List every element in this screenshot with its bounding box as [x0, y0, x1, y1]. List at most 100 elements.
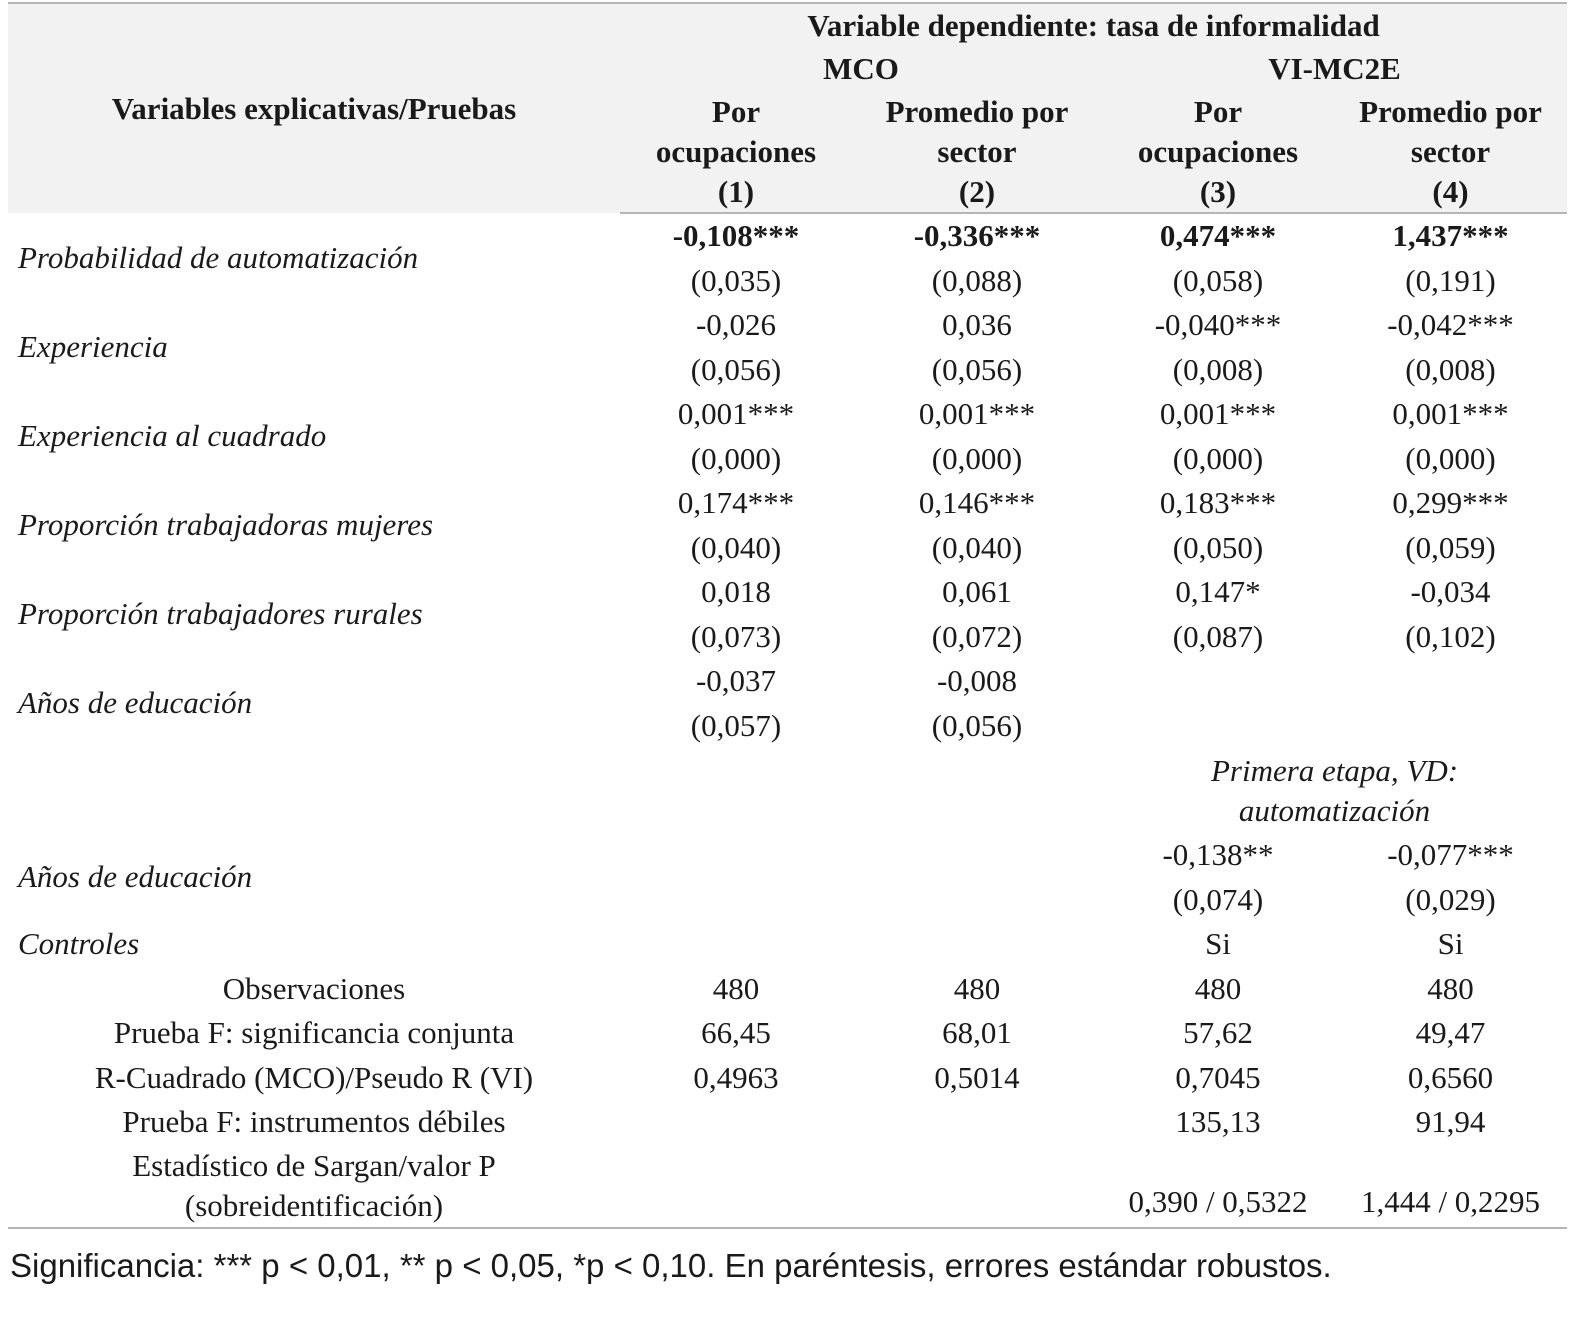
stat-label: Prueba F: instrumentos débiles [122, 1104, 506, 1139]
std-error-cell: (0,000) [690, 440, 782, 476]
col-header-3-num: (3) [1102, 172, 1334, 214]
table-body: Probabilidad de automatización -0,108*** -… [8, 213, 1568, 1229]
stat-value: 0,5014 [934, 1059, 1020, 1095]
std-error-cell: (0,073) [690, 618, 782, 654]
coefficient-cell: 0,299*** [1392, 485, 1509, 520]
table-row-se: (0,040) (0,040) (0,050) (0,059) [8, 526, 1567, 571]
std-error-cell: (0,008) [1172, 351, 1264, 387]
coefficient-cell [1334, 659, 1567, 704]
col-header-4-line1: Promedio por [1334, 91, 1568, 132]
std-error-cell: (0,087) [1172, 618, 1264, 654]
table-header: Variables explicativas/Pruebas Variable … [8, 2, 1568, 214]
std-error-cell: (0,056) [931, 707, 1023, 743]
coefficient-cell [852, 833, 1102, 878]
controls-cell [852, 922, 1102, 967]
stat-row: Observaciones 480 480 480 480 [8, 967, 1567, 1012]
stat-value: 66,45 [701, 1015, 771, 1050]
table-row: Experiencia al cuadrado 0,001*** 0,001*** 0… [8, 392, 1567, 453]
coefficient-cell: -0,008 [936, 663, 1018, 698]
empty-cell [852, 748, 1102, 833]
stat-label: R-Cuadrado (MCO)/Pseudo R (VI) [94, 1059, 534, 1095]
footnote: Significancia: *** p < 0,01, ** p < 0,05… [10, 1247, 1332, 1284]
col-header-3-line2: ocupaciones [1102, 132, 1334, 172]
stat-value: 480 [953, 970, 1001, 1006]
first-stage-title: Primera etapa, VD: automatización [1102, 748, 1567, 833]
std-error-cell: (0,029) [1405, 881, 1496, 917]
controls-cell [620, 922, 852, 967]
stat-value [620, 1100, 852, 1145]
coefficient-cell: 0,018 [701, 574, 771, 609]
std-error-cell: (0,040) [931, 529, 1023, 565]
std-error-cell: (0,000) [931, 440, 1023, 476]
coefficient-cell: -0,042*** [1387, 307, 1514, 342]
stat-value: 480 [712, 970, 760, 1006]
std-error-cell: (0,056) [931, 351, 1023, 387]
coefficient-cell: 0,174*** [677, 485, 795, 520]
first-stage-title-line1: Primera etapa, VD: [1210, 752, 1459, 788]
coefficient-cell: 0,001*** [918, 396, 1036, 431]
table-row: Experiencia -0,026 0,036 -0,040*** -0,042*** [8, 303, 1567, 364]
variable-label: Experiencia al cuadrado [18, 418, 327, 454]
coefficient-cell: -0,077*** [1387, 837, 1514, 872]
sargan-label-line: (sobreidentificación) [184, 1187, 444, 1223]
std-error-cell: (0,057) [690, 707, 782, 743]
stat-value: 68,01 [942, 1015, 1012, 1050]
col-header-1-num: (1) [620, 172, 852, 214]
stat-row: R-Cuadrado (MCO)/Pseudo R (VI) 0,4963 0,50… [8, 1056, 1567, 1101]
stat-label: Observaciones [222, 970, 406, 1006]
table-row-se: (0,035) (0,088) (0,058) (0,191) [8, 259, 1567, 304]
stat-value: 57,62 [1183, 1015, 1253, 1050]
variable-label: Probabilidad de automatización [18, 239, 419, 275]
stat-value: 91,94 [1415, 1104, 1486, 1139]
controls-label: Controles [18, 926, 140, 961]
coefficient-cell: 0,147* [1175, 574, 1261, 609]
std-error-cell: (0,059) [1405, 529, 1496, 565]
std-error-cell: (0,050) [1172, 529, 1264, 565]
stat-value: 480 [1427, 970, 1474, 1006]
std-error-cell: (0,008) [1405, 351, 1496, 387]
std-error-cell: (0,000) [1405, 440, 1496, 476]
variable-label: Años de educación [18, 685, 253, 721]
variable-label: Experiencia [18, 329, 168, 365]
coefficient-cell: -0,336*** [913, 218, 1041, 253]
table-row: Proporción trabajadoras mujeres 0,174*** 0… [8, 481, 1567, 542]
coefficient-cell: 0,001*** [1392, 396, 1509, 431]
dependent-variable-header: Variable dependiente: tasa de informalid… [620, 2, 1568, 47]
variable-label: Proporción trabajadores rurales [18, 596, 423, 632]
std-error-cell: (0,072) [931, 618, 1023, 654]
stat-value: 480 [1194, 970, 1242, 1006]
sargan-label-line: Estadístico de Sargan/valor P [132, 1147, 496, 1183]
std-error-cell: (0,058) [1172, 262, 1264, 298]
table-row: Años de educación -0,138** -0,077*** [8, 833, 1567, 894]
table-row-se: (0,000) (0,000) (0,000) (0,000) [8, 437, 1567, 482]
std-error-cell: (0,074) [1172, 881, 1264, 917]
coefficient-cell: -0,138** [1162, 837, 1274, 872]
col-header-1-line1: Por [620, 91, 852, 132]
regression-table: Variables explicativas/Pruebas Variable … [8, 2, 1568, 1229]
empty-cell [620, 748, 852, 833]
coefficient-cell: 0,001*** [1159, 396, 1277, 431]
std-error-cell [1334, 704, 1567, 749]
std-error-cell: (0,000) [1172, 440, 1264, 476]
stat-value: 135,13 [1175, 1104, 1261, 1139]
controls-cell: Si [1437, 926, 1464, 961]
coefficient-cell: -0,108*** [672, 218, 800, 253]
table-row-se: (0,056) (0,056) (0,008) (0,008) [8, 348, 1567, 393]
stat-value [852, 1100, 1102, 1145]
label-column-header: Variables explicativas/Pruebas [8, 2, 620, 213]
sargan-value [852, 1144, 1102, 1229]
stat-value: 0,4963 [693, 1059, 779, 1095]
coefficient-cell [620, 833, 852, 878]
stat-value: 49,47 [1415, 1015, 1486, 1050]
table-row-se: (0,074) (0,029) [8, 878, 1567, 923]
std-error-cell [1102, 704, 1334, 749]
stat-row: Prueba F: significancia conjunta 66,45 68,… [8, 1011, 1567, 1056]
table-row: Proporción trabajadores rurales 0,018 0,06… [8, 570, 1567, 631]
coefficient-cell: -0,034 [1410, 574, 1491, 609]
coefficient-cell [1102, 659, 1334, 704]
coefficient-cell: -0,040*** [1154, 307, 1282, 342]
variable-label: Proporción trabajadoras mujeres [18, 507, 434, 543]
stat-value: 0,7045 [1175, 1059, 1261, 1095]
col-header-4-num: (4) [1334, 172, 1568, 214]
coefficient-cell: 0,146*** [918, 485, 1036, 520]
